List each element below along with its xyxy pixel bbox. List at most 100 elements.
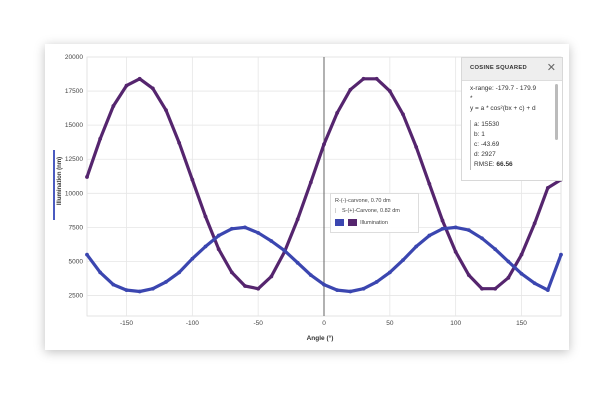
data-point-series-1 xyxy=(216,247,221,252)
legend-item-illumination[interactable]: Illumination xyxy=(335,219,388,226)
data-point-series-2 xyxy=(295,260,300,265)
param-d: d: 2927 xyxy=(474,151,496,158)
data-point-series-1 xyxy=(322,142,326,147)
y-tick-label: 20000 xyxy=(65,54,83,61)
data-point-series-1 xyxy=(348,87,353,92)
x-tick-label: 50 xyxy=(386,320,394,327)
x-tick-label: 100 xyxy=(450,320,461,327)
data-point-series-1 xyxy=(545,185,550,190)
rmse-label: RMSE: xyxy=(474,161,495,168)
y-axis-label: Illumination (nm) xyxy=(57,156,63,206)
data-point-series-2 xyxy=(559,252,563,257)
data-point-series-2 xyxy=(440,226,445,231)
data-point-series-1 xyxy=(414,145,419,149)
data-point-series-2 xyxy=(111,282,116,287)
y-tick-label: 12500 xyxy=(65,156,83,163)
data-point-series-1 xyxy=(335,110,340,115)
data-point-series-2 xyxy=(506,259,511,264)
data-point-series-2 xyxy=(243,225,247,230)
x-tick-label: -50 xyxy=(253,320,263,327)
legend-swatch-blue xyxy=(335,219,344,226)
y-tick-label: 10000 xyxy=(65,190,83,197)
data-point-series-1 xyxy=(137,76,142,81)
y-tick-label: 5000 xyxy=(69,258,84,265)
data-point-series-1 xyxy=(203,214,208,219)
y-tick-label: 17500 xyxy=(65,88,83,95)
legend-series-2-label: S-(+)-Carvone, 0.82 dm xyxy=(341,208,400,214)
param-b: b: 1 xyxy=(474,131,485,138)
y-axis-label-group: Illumination (nm) xyxy=(47,150,67,220)
x-range-text: x-range: -179.7 - 179.9 xyxy=(470,85,537,92)
data-point-series-1 xyxy=(427,181,432,186)
data-point-series-1 xyxy=(493,286,498,291)
asterisk-text: * xyxy=(470,95,473,102)
data-point-series-1 xyxy=(124,83,129,88)
data-point-series-2 xyxy=(414,244,419,249)
data-point-series-1 xyxy=(361,76,366,81)
data-point-series-2 xyxy=(545,288,550,292)
data-point-series-2 xyxy=(453,225,458,230)
panel-scrollbar[interactable] xyxy=(555,84,558,140)
panel-title: COSINE SQUARED xyxy=(470,65,528,71)
legend-swatch-purple xyxy=(347,219,357,226)
data-point-series-2 xyxy=(308,273,313,278)
data-point-series-1 xyxy=(374,76,379,81)
equation-text: y = a * cos²(bx + c) + d xyxy=(470,105,536,112)
data-point-series-2 xyxy=(282,248,287,253)
data-point-series-1 xyxy=(308,180,313,185)
data-point-series-1 xyxy=(98,136,103,141)
data-point-series-2 xyxy=(98,270,103,275)
legend-series-1-label: R-(-)-carvone, 0.70 dm xyxy=(335,198,391,204)
data-point-series-2 xyxy=(493,247,498,252)
data-point-series-1 xyxy=(269,274,274,279)
data-point-series-2 xyxy=(427,233,432,238)
data-point-series-1 xyxy=(480,286,484,291)
data-point-series-2 xyxy=(519,271,524,276)
data-point-series-1 xyxy=(190,177,195,182)
data-point-series-2 xyxy=(137,289,142,294)
x-tick-label: -100 xyxy=(186,320,199,327)
data-point-series-2 xyxy=(269,239,274,243)
panel-body: x-range: -179.7 - 179.9 * y = a * cos²(b… xyxy=(470,84,554,170)
param-c: c: -43.69 xyxy=(474,141,500,148)
x-tick-label: -150 xyxy=(120,320,133,327)
x-tick-label: 0 xyxy=(322,320,326,327)
data-point-series-2 xyxy=(229,226,234,231)
close-icon[interactable]: ✕ xyxy=(546,62,556,74)
data-point-series-1 xyxy=(401,112,405,117)
data-point-series-2 xyxy=(216,233,221,238)
data-point-series-2 xyxy=(361,286,366,291)
data-point-series-2 xyxy=(203,244,208,249)
y-axis-label-bar xyxy=(53,150,55,220)
data-point-series-2 xyxy=(322,282,326,287)
data-point-series-1 xyxy=(256,286,261,291)
data-point-series-1 xyxy=(519,252,524,257)
data-point-series-2 xyxy=(177,270,182,275)
data-point-series-2 xyxy=(401,258,405,263)
data-point-series-1 xyxy=(466,273,471,278)
x-tick-label: 150 xyxy=(516,320,527,327)
data-point-series-1 xyxy=(229,270,234,275)
legend-item-series-2[interactable]: | S-(+)-Carvone, 0.82 dm xyxy=(335,208,400,214)
y-tick-label: 7500 xyxy=(69,224,84,231)
y-tick-label: 15000 xyxy=(65,122,83,129)
legend-item-series-1[interactable]: R-(-)-carvone, 0.70 dm xyxy=(335,198,391,204)
data-point-series-1 xyxy=(506,275,511,280)
legend: R-(-)-carvone, 0.70 dm | S-(+)-Carvone, … xyxy=(330,193,419,233)
data-point-series-1 xyxy=(453,250,458,254)
fit-parameters: a: 15530 b: 1 c: -43.69 d: 2927 RMSE: 66… xyxy=(470,120,554,170)
data-point-series-2 xyxy=(190,256,195,261)
x-axis-label: Angle (°) xyxy=(306,335,334,342)
legend-illumination-label: Illumination xyxy=(360,219,388,226)
data-point-series-1 xyxy=(177,140,182,145)
data-point-series-1 xyxy=(150,86,155,91)
data-point-series-1 xyxy=(111,104,116,108)
data-point-series-2 xyxy=(164,280,168,284)
data-point-series-1 xyxy=(85,175,89,179)
param-a: a: 15530 xyxy=(474,121,500,128)
data-point-series-2 xyxy=(124,288,129,292)
data-point-series-2 xyxy=(466,228,471,233)
panel-header: COSINE SQUARED ✕ xyxy=(462,58,562,81)
data-point-series-2 xyxy=(335,288,340,292)
y-tick-label: 2500 xyxy=(69,293,84,300)
